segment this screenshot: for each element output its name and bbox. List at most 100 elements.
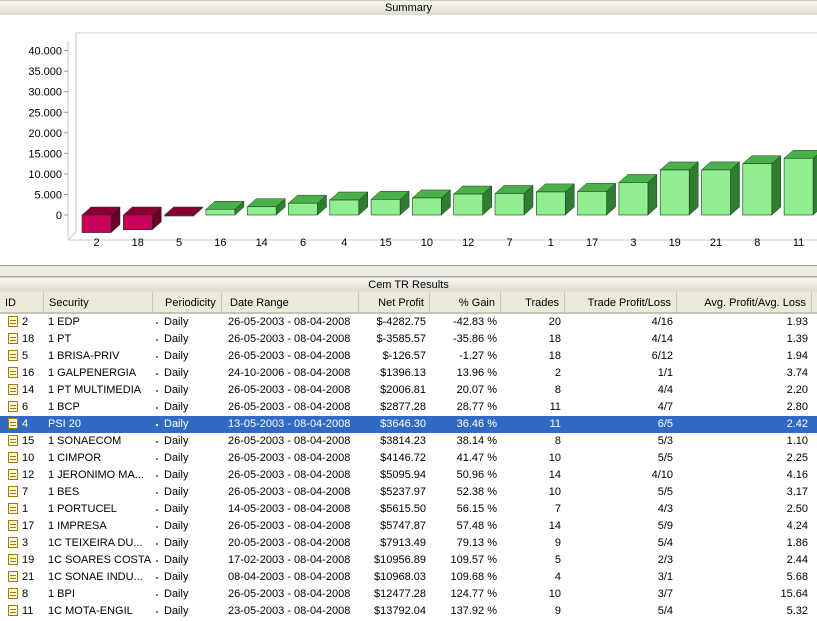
table-row[interactable]: 10 1 CIMPOR Daily 26-05-2003 - 08-04-2008 $4… xyxy=(0,450,817,467)
col-header-trades[interactable]: Trades xyxy=(501,292,565,312)
table-row[interactable]: 18 1 PT Daily 26-05-2003 - 08-04-2008 $-3585… xyxy=(0,331,817,348)
cell-periodicity: Daily xyxy=(164,333,189,345)
cell-trades: 2 xyxy=(554,367,561,379)
cell-gain: 20.07 % xyxy=(456,384,497,396)
row-document-icon xyxy=(8,435,18,446)
cell-periodicity: Daily xyxy=(164,384,189,396)
col-header-gain[interactable]: % Gain xyxy=(430,292,501,312)
cell-tpl: 2/3 xyxy=(657,554,673,566)
table-row[interactable]: 11 1C MOTA-ENGIL Daily 23-05-2003 - 08-04-2… xyxy=(0,603,817,620)
cell-id: 1 xyxy=(22,503,29,515)
cell-id: 7 xyxy=(22,486,29,498)
cell-gain: 41.47 % xyxy=(456,452,497,464)
cell-avg: 2.20 xyxy=(786,384,808,396)
cell-tpl: 1/1 xyxy=(657,367,673,379)
row-document-icon xyxy=(8,333,18,344)
cell-trades: 8 xyxy=(554,435,561,447)
cell-range: 26-05-2003 - 08-04-2008 xyxy=(228,469,351,481)
table-row[interactable]: 17 1 IMPRESA Daily 26-05-2003 - 08-04-2008 $… xyxy=(0,518,817,535)
bar-top xyxy=(783,150,817,159)
table-row[interactable]: 1 1 PORTUCEL Daily 14-05-2003 - 08-04-2008 $… xyxy=(0,501,817,518)
cell-id: 17 xyxy=(22,520,35,532)
cell-gain: 50.96 % xyxy=(456,469,497,481)
x-tick-label: 8 xyxy=(754,237,760,249)
col-header-periodicity[interactable]: Periodicity xyxy=(153,292,222,312)
cell-avg: 1.10 xyxy=(786,435,808,447)
cell-tpl: 5/5 xyxy=(657,486,673,498)
cell-separator-dot xyxy=(156,441,158,443)
cell-range: 26-05-2003 - 08-04-2008 xyxy=(228,588,351,600)
row-document-icon xyxy=(8,486,18,497)
cell-gain: 79.13 % xyxy=(456,537,497,549)
results-table[interactable]: ID Security Periodicity Date Range Net P… xyxy=(0,292,817,621)
col-header-avg-profit-loss[interactable]: Avg. Profit/Avg. Loss xyxy=(677,292,812,312)
y-tick-label: 35.000 xyxy=(28,66,62,78)
cell-avg: 2.80 xyxy=(786,401,808,413)
cell-avg: 4.24 xyxy=(786,520,808,532)
cell-security: 1 GALPENERGIA xyxy=(48,367,137,379)
cell-separator-dot xyxy=(156,509,158,511)
x-tick-label: 21 xyxy=(710,237,722,249)
table-row[interactable]: 21 1C SONAE INDU... Daily 08-04-2003 - 08-0… xyxy=(0,569,817,586)
col-header-net-profit[interactable]: Net Profit xyxy=(359,292,430,312)
cell-range: 26-05-2003 - 08-04-2008 xyxy=(228,452,351,464)
table-row[interactable]: 14 1 PT MULTIMEDIA Daily 26-05-2003 - 08-04… xyxy=(0,382,817,399)
cell-gain: 36.46 % xyxy=(456,418,497,430)
table-row[interactable]: 8 1 BPI Daily 26-05-2003 - 08-04-2008 $12477… xyxy=(0,586,817,603)
cell-tpl: 3/7 xyxy=(657,588,673,600)
bar-side xyxy=(688,161,699,216)
cell-net: $3814.23 xyxy=(380,435,426,447)
cell-tpl: 4/10 xyxy=(651,469,673,481)
panel-splitter[interactable] xyxy=(0,266,817,277)
cell-gain: 38.14 % xyxy=(456,435,497,447)
bar-side xyxy=(771,155,782,216)
summary-chart: 0 5.000 10.000 15.000 20.000 25.000 30.000 35.0… xyxy=(0,15,817,266)
cell-id: 10 xyxy=(22,452,35,464)
cell-periodicity: Daily xyxy=(164,367,189,379)
x-tick-label: 4 xyxy=(341,237,347,249)
cell-separator-dot xyxy=(156,424,158,426)
cell-tpl: 5/5 xyxy=(657,452,673,464)
table-row[interactable]: 16 1 GALPENERGIA Daily 24-10-2006 - 08-04-2… xyxy=(0,365,817,382)
col-header-date-range[interactable]: Date Range xyxy=(222,292,359,312)
cell-avg: 1.86 xyxy=(786,537,808,549)
table-row[interactable]: 12 1 JERONIMO MA... Daily 26-05-2003 - 08-0… xyxy=(0,467,817,484)
cell-security: 1C MOTA-ENGIL xyxy=(48,605,133,617)
cell-security: 1C SOARES COSTA xyxy=(48,554,152,566)
cell-net: $7913.49 xyxy=(380,537,426,549)
table-row[interactable]: 19 1C SOARES COSTA Daily 17-02-2003 - 08-04… xyxy=(0,552,817,569)
cell-trades: 14 xyxy=(548,520,561,532)
bar xyxy=(412,197,442,216)
cell-net: $2877.28 xyxy=(380,401,426,413)
table-row[interactable]: 5 1 BRISA-PRIV Daily 26-05-2003 - 08-04-200… xyxy=(0,348,817,365)
table-row[interactable]: 6 1 BCP Daily 26-05-2003 - 08-04-2008 $2877.… xyxy=(0,399,817,416)
row-document-icon xyxy=(8,350,18,361)
table-row[interactable]: 2 1 EDP Daily 26-05-2003 - 08-04-2008 $-4282… xyxy=(0,314,817,331)
x-tick-label: 15 xyxy=(379,237,391,249)
x-tick-label: 16 xyxy=(214,237,226,249)
cell-avg: 2.44 xyxy=(786,554,808,566)
cell-security: 1 BRISA-PRIV xyxy=(48,350,120,362)
cell-separator-dot xyxy=(156,492,158,494)
row-document-icon xyxy=(8,384,18,395)
results-panel-title: Cem TR Results xyxy=(0,277,817,293)
cell-periodicity: Daily xyxy=(164,554,189,566)
bar xyxy=(618,182,649,216)
bar xyxy=(288,202,318,216)
col-header-trade-profit-loss[interactable]: Trade Profit/Loss xyxy=(565,292,677,312)
bar xyxy=(659,169,690,216)
col-header-id[interactable]: ID xyxy=(0,292,44,312)
cell-avg: 1.94 xyxy=(786,350,808,362)
cell-security: 1 BPI xyxy=(48,588,75,600)
table-row[interactable]: 4 PSI 20 Daily 13-05-2003 - 08-04-2008 $3646… xyxy=(0,416,817,433)
cell-net: $5615.50 xyxy=(380,503,426,515)
cell-separator-dot xyxy=(156,611,158,613)
table-row[interactable]: 7 1 BES Daily 26-05-2003 - 08-04-2008 $5237.… xyxy=(0,484,817,501)
col-header-security[interactable]: Security xyxy=(44,292,153,312)
row-document-icon xyxy=(8,520,18,531)
cell-security: 1 JERONIMO MA... xyxy=(48,469,144,481)
table-row[interactable]: 3 1C TEIXEIRA DU... Daily 20-05-2003 - 08-0… xyxy=(0,535,817,552)
table-row[interactable]: 15 1 SONAECOM Daily 26-05-2003 - 08-04-2008… xyxy=(0,433,817,450)
bar xyxy=(205,208,236,216)
bar xyxy=(783,158,814,216)
